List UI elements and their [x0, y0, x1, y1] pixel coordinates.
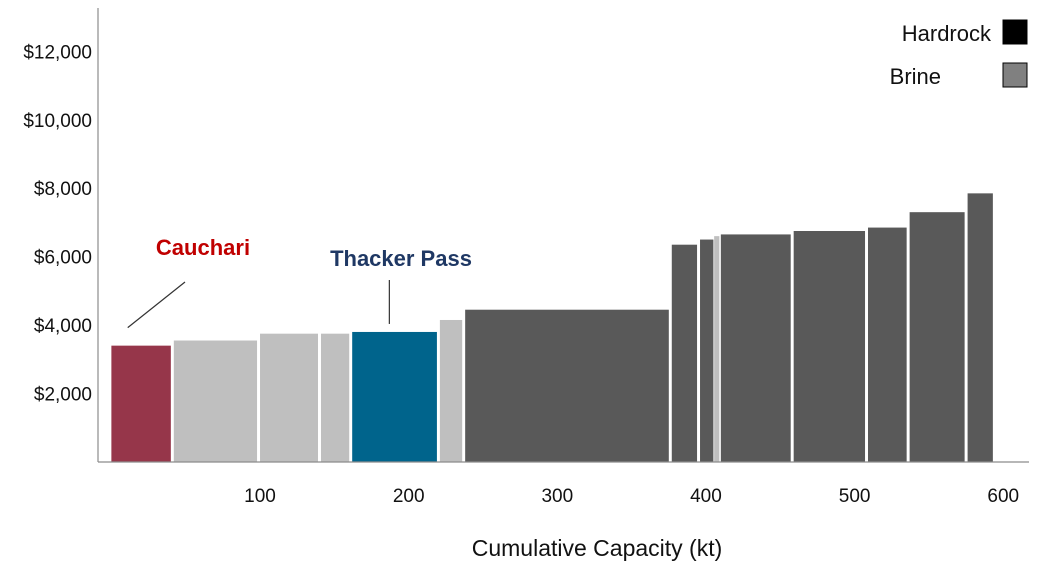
bar-brine	[260, 333, 318, 462]
thacker-pass-annotation: Thacker Pass	[330, 246, 472, 271]
legend-swatch-brine	[1002, 62, 1028, 88]
bar-hardrock	[465, 309, 669, 462]
bar-brine	[439, 319, 463, 462]
x-axis-title: Cumulative Capacity (kt)	[472, 535, 723, 561]
bars	[111, 193, 993, 462]
bar-brine	[173, 340, 258, 462]
bar-hardrock	[868, 227, 907, 462]
bar-brine	[320, 333, 350, 462]
x-tick-label: 100	[244, 486, 276, 507]
x-tick-label: 500	[839, 486, 871, 507]
bar-brine	[714, 236, 720, 462]
y-tick-label: $10,000	[23, 111, 92, 132]
y-axis-tick-labels: $2,000 $4,000 $6,000 $8,000 $10,000 $12,000	[23, 42, 92, 405]
y-tick-label: $12,000	[23, 42, 92, 63]
bar-hardrock	[720, 234, 791, 462]
bar-hardrock	[671, 244, 698, 462]
y-tick-label: $2,000	[34, 385, 92, 406]
legend-label-hardrock: Hardrock	[902, 21, 992, 46]
bar-thacker-pass	[352, 331, 437, 462]
y-tick-label: $8,000	[34, 179, 92, 200]
x-tick-label: 600	[987, 486, 1019, 507]
x-tick-label: 200	[393, 486, 425, 507]
x-axis-tick-labels: 100 200 300 400 500 600	[244, 486, 1019, 507]
cauchari-leader-line	[127, 281, 186, 329]
x-tick-label: 400	[690, 486, 722, 507]
y-tick-label: $4,000	[34, 316, 92, 337]
legend-swatch-hardrock	[1002, 19, 1028, 45]
bar-hardrock	[967, 193, 993, 462]
cauchari-annotation: Cauchari	[156, 235, 250, 260]
bar-hardrock	[700, 239, 714, 462]
bar-hardrock	[793, 231, 866, 462]
bar-cauchari	[111, 345, 171, 462]
y-tick-label: $6,000	[34, 248, 92, 269]
legend: Hardrock Brine	[890, 19, 1028, 89]
legend-label-brine: Brine	[890, 64, 941, 89]
x-tick-label: 300	[541, 486, 573, 507]
bar-hardrock	[909, 212, 965, 462]
